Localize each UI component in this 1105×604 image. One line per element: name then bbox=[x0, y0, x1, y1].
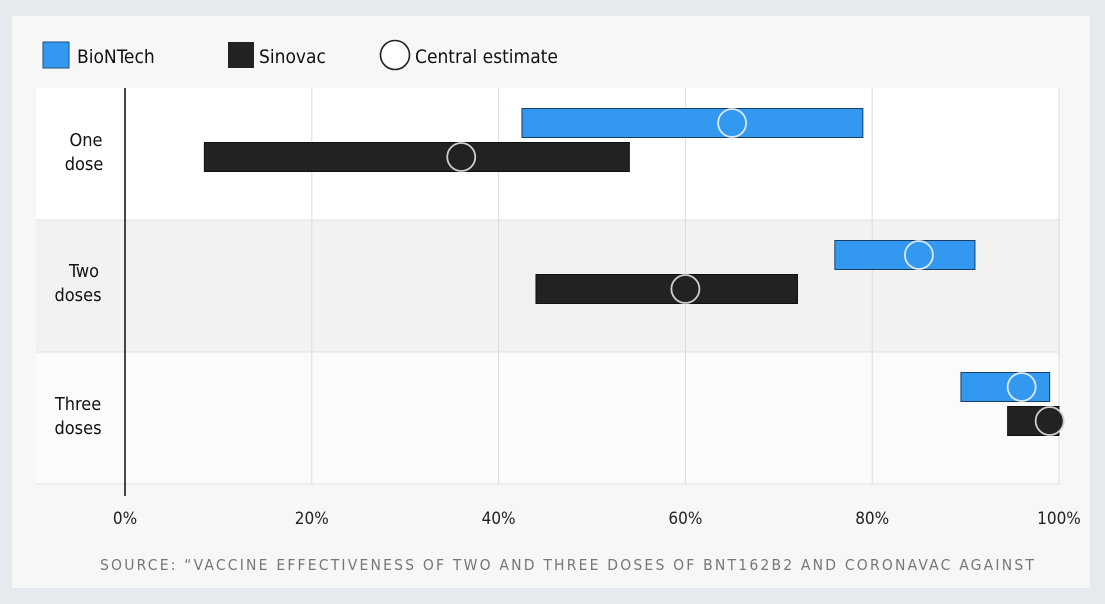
bar-biontech-one bbox=[521, 108, 864, 138]
x-tick-label-80: 80% bbox=[855, 509, 889, 529]
marker-layer bbox=[446, 108, 1065, 436]
category-label-two-line1: Two bbox=[68, 261, 99, 282]
estimate-marker-biontech-one bbox=[717, 108, 747, 138]
chart-frame: 0% 20% 40% 60% 80% 100% One dose Two doses Th… bbox=[12, 16, 1090, 588]
legend: BioNTech Sinovac Central estimate bbox=[42, 39, 558, 71]
x-tick-label-100: 100% bbox=[1037, 509, 1081, 529]
grid-layer bbox=[36, 88, 1060, 485]
estimate-marker-biontech-two bbox=[904, 240, 934, 270]
category-label-one-line2: dose bbox=[65, 154, 104, 175]
x-tick-label-0: 0% bbox=[113, 509, 137, 529]
legend-circle-icon bbox=[379, 39, 411, 71]
source-text: SOURCE: “VACCINE EFFECTIVENESS OF TWO AN… bbox=[100, 556, 1036, 574]
estimate-marker-sinovac-three bbox=[1034, 406, 1065, 436]
bar-sinovac-one bbox=[203, 142, 630, 172]
estimate-marker-biontech-three bbox=[1006, 372, 1037, 402]
category-label-three-line1: Three bbox=[54, 394, 101, 415]
x-tick-label-20: 20% bbox=[295, 509, 329, 529]
estimate-marker-sinovac-one bbox=[446, 142, 477, 172]
category-label-three-line2: doses bbox=[54, 418, 101, 439]
chart-svg: 0% 20% 40% 60% 80% 100% One dose Two doses Th… bbox=[36, 39, 1081, 574]
legend-swatch-biontech bbox=[42, 41, 70, 69]
legend-label-sinovac: Sinovac bbox=[259, 46, 326, 68]
x-tick-label-40: 40% bbox=[482, 509, 516, 529]
legend-label-central-estimate: Central estimate bbox=[415, 46, 558, 68]
category-label-one-line1: One bbox=[70, 130, 103, 151]
x-tick-label-60: 60% bbox=[668, 509, 702, 529]
estimate-marker-sinovac-two bbox=[670, 274, 701, 304]
category-label-two-line2: doses bbox=[54, 285, 101, 306]
legend-swatch-sinovac bbox=[228, 42, 254, 68]
legend-label-biontech: BioNTech bbox=[77, 46, 155, 68]
band-three bbox=[36, 352, 1060, 484]
tick-label-layer: 0% 20% 40% 60% 80% 100% bbox=[113, 509, 1081, 529]
bar-sinovac-two bbox=[535, 274, 798, 304]
